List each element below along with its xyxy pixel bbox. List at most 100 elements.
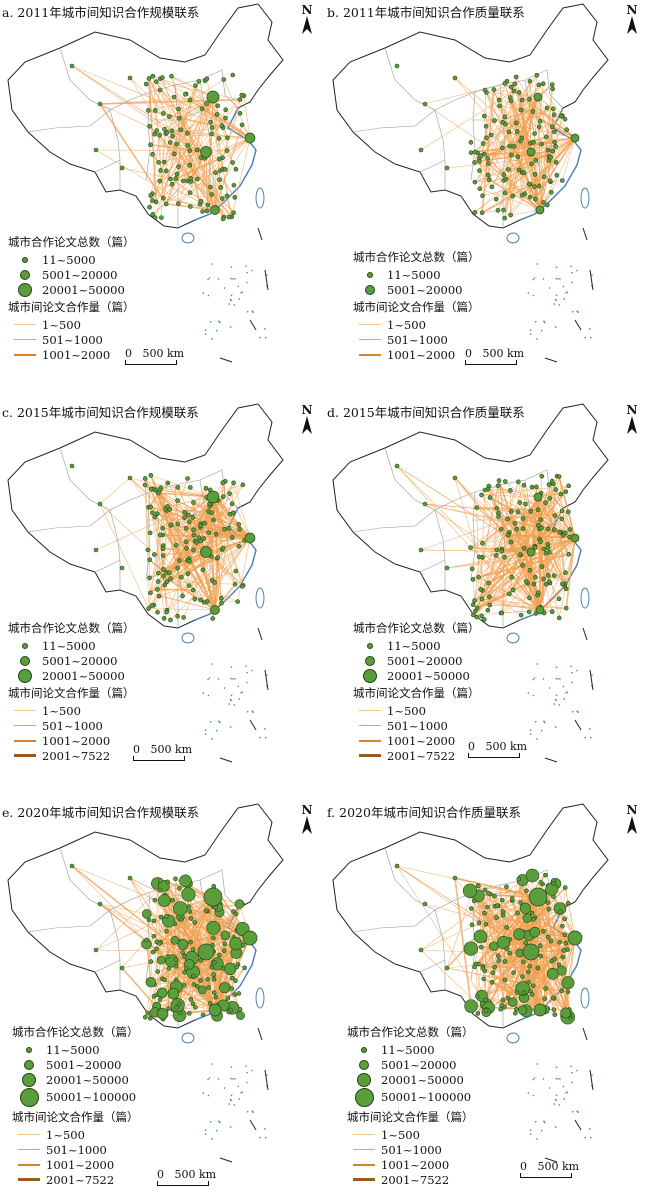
link (533, 142, 548, 206)
city-node (175, 613, 180, 619)
city-node (187, 559, 192, 564)
city-node (498, 526, 504, 532)
city-node (504, 946, 510, 952)
city-node (490, 970, 496, 976)
link (481, 598, 567, 609)
city-node (145, 977, 156, 988)
island-dot (229, 1126, 232, 1128)
island-dot (219, 321, 221, 324)
city-node (549, 609, 555, 614)
link (474, 137, 576, 183)
link (479, 137, 576, 159)
city-node (501, 207, 506, 213)
province-border (94, 559, 121, 573)
island-dot (591, 274, 593, 276)
city-node (160, 75, 165, 80)
city-node (551, 881, 556, 887)
link (484, 939, 541, 1011)
city-node (541, 174, 547, 180)
city-node (477, 186, 483, 192)
island-dot (251, 310, 254, 313)
city-node (534, 72, 540, 78)
link (156, 81, 216, 211)
boundary-dash (574, 1119, 582, 1131)
link (231, 137, 251, 217)
link (148, 919, 163, 993)
island-dot (211, 263, 214, 265)
island-dot (204, 1129, 207, 1132)
city-node (544, 134, 549, 140)
city-node (168, 522, 174, 528)
scale-distance: 500 km (174, 1168, 217, 1181)
island-dot (218, 1120, 220, 1123)
link (171, 96, 210, 185)
island-dot (232, 1078, 234, 1080)
link (478, 963, 541, 1011)
province-border (27, 499, 131, 533)
city-node (510, 193, 516, 199)
link (530, 116, 562, 153)
link (157, 883, 162, 961)
link (129, 77, 216, 211)
link (178, 79, 224, 110)
link-legend-title: 城市间论文合作量（篇） (353, 686, 480, 700)
city-node (164, 914, 169, 919)
city-node (186, 583, 192, 588)
city-node (160, 546, 166, 551)
city-node (394, 863, 400, 869)
hub-city-node (206, 90, 220, 104)
city-node (233, 978, 238, 984)
link (484, 489, 539, 498)
city-node (209, 510, 214, 515)
city-node (156, 987, 168, 999)
city-node (188, 485, 193, 490)
province-border (94, 959, 121, 973)
city-node (229, 501, 235, 507)
island-dot (558, 304, 561, 306)
city-node (201, 600, 207, 605)
island-hainan (181, 232, 195, 244)
city-node (479, 492, 484, 498)
link (163, 548, 207, 553)
city-node (224, 962, 237, 976)
city-node (477, 168, 482, 173)
link (188, 894, 207, 953)
island-dot (576, 269, 578, 272)
island-dot (562, 285, 565, 288)
city-node (151, 933, 157, 939)
north-label: N (626, 803, 638, 817)
hub-city-node (567, 930, 583, 946)
north-label: N (301, 403, 313, 417)
city-node (180, 178, 186, 184)
city-node (463, 941, 478, 956)
city-node (175, 498, 180, 503)
city-node (119, 565, 125, 571)
city-node (513, 1010, 518, 1016)
city-node (205, 977, 210, 982)
island-dot (533, 277, 536, 279)
city-node (148, 590, 153, 596)
city-node (520, 974, 525, 979)
city-node (511, 144, 517, 149)
island-dot (548, 687, 551, 689)
city-node (226, 526, 232, 531)
city-node (142, 482, 148, 488)
link (144, 478, 194, 591)
city-node (240, 482, 246, 488)
city-node (515, 910, 520, 916)
city-node (194, 147, 200, 153)
link (483, 137, 576, 144)
link (71, 865, 216, 1011)
city-node (536, 124, 542, 130)
city-node (209, 965, 215, 970)
city-node (215, 555, 221, 560)
city-node (146, 76, 152, 81)
link (546, 537, 576, 585)
island-dot (540, 329, 543, 332)
link (472, 532, 510, 580)
city-node (494, 505, 499, 511)
link (166, 510, 212, 513)
island-taiwan (580, 187, 590, 209)
city-node (535, 965, 541, 971)
island-dot (554, 726, 557, 728)
